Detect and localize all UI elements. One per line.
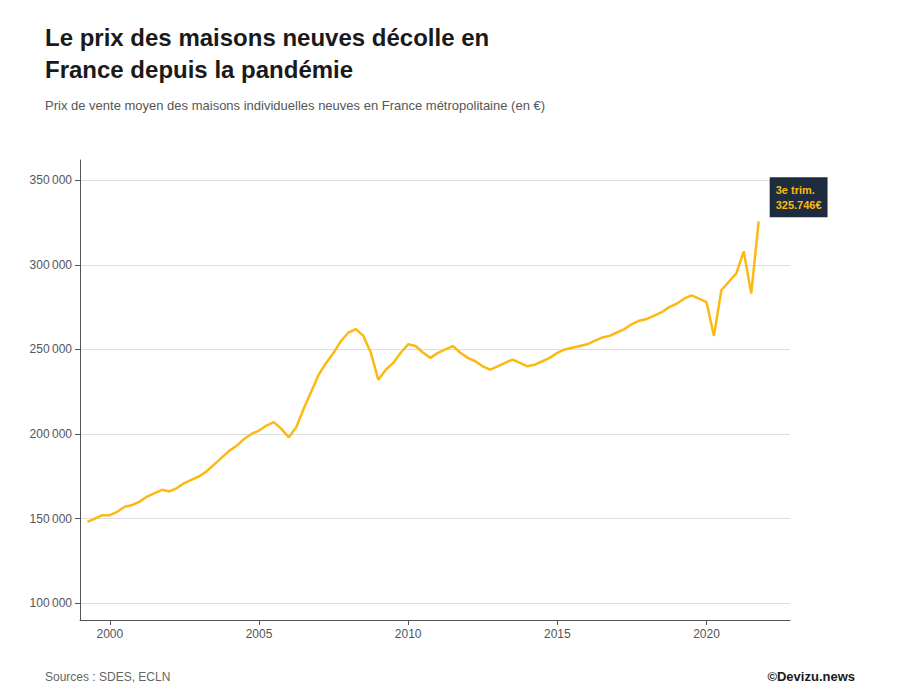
svg-text:2010: 2010 bbox=[395, 627, 422, 641]
svg-text:2000: 2000 bbox=[96, 627, 123, 641]
svg-text:2020: 2020 bbox=[693, 627, 720, 641]
svg-text:300 000: 300 000 bbox=[30, 258, 73, 272]
svg-text:250 000: 250 000 bbox=[30, 342, 73, 356]
svg-text:2015: 2015 bbox=[544, 627, 571, 641]
svg-text:100 000: 100 000 bbox=[30, 596, 73, 610]
svg-text:France depuis la pandémie: France depuis la pandémie bbox=[45, 56, 353, 83]
svg-text:©Devizu.news: ©Devizu.news bbox=[767, 669, 855, 684]
svg-text:Prix de vente moyen des maison: Prix de vente moyen des maisons individu… bbox=[45, 98, 545, 113]
svg-text:3e trim.: 3e trim. bbox=[776, 184, 815, 196]
svg-text:150 000: 150 000 bbox=[30, 512, 73, 526]
svg-text:350 000: 350 000 bbox=[30, 173, 73, 187]
svg-text:200 000: 200 000 bbox=[30, 427, 73, 441]
svg-text:Sources : SDES, ECLN: Sources : SDES, ECLN bbox=[45, 670, 170, 684]
svg-text:Le prix des maisons neuves déc: Le prix des maisons neuves décolle en bbox=[45, 24, 489, 51]
svg-text:2005: 2005 bbox=[246, 627, 273, 641]
svg-text:325.746€: 325.746€ bbox=[776, 199, 822, 211]
